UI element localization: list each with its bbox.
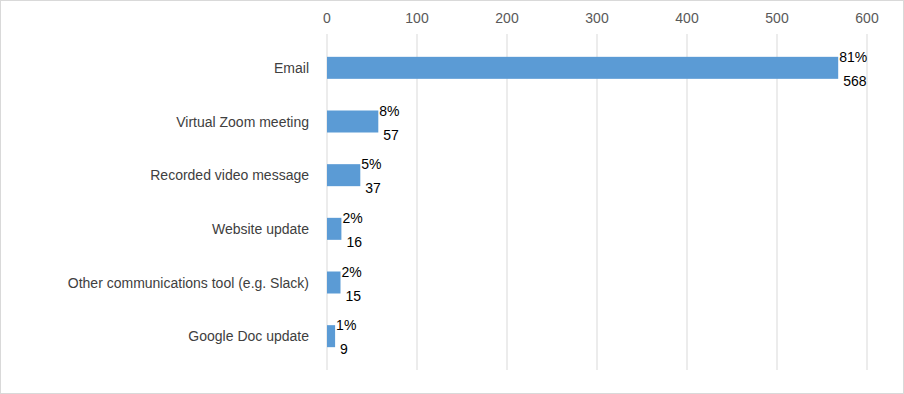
chart: 0 100 200 300 400 500 600 Email 81% 568 Virtual Zo… [0, 0, 904, 394]
tick-label: 400 [675, 10, 699, 26]
bar [327, 164, 360, 186]
data-label: 57 [383, 127, 399, 143]
percent-label: 5% [361, 156, 381, 172]
bar [327, 57, 838, 79]
percent-label: 2% [342, 210, 362, 226]
category-label: Recorded video message [150, 167, 309, 183]
category-label: Website update [212, 221, 309, 237]
percent-label: 1% [336, 317, 356, 333]
tick-label: 300 [585, 10, 609, 26]
tick-label: 600 [855, 10, 879, 26]
category-label: Email [274, 60, 309, 76]
percent-label: 81% [839, 49, 867, 65]
bars [327, 57, 838, 347]
grid-line [507, 34, 508, 370]
grid-line [597, 34, 598, 370]
category-label: Google Doc update [188, 328, 309, 344]
tick-label: 100 [405, 10, 429, 26]
tick-label: 500 [765, 10, 789, 26]
grid-line [327, 34, 328, 370]
percent-label: 2% [342, 264, 362, 280]
frame [1, 1, 904, 394]
bar [327, 218, 341, 240]
percent-label: 8% [379, 103, 399, 119]
grid-line [417, 34, 418, 370]
data-label: 37 [365, 180, 381, 196]
data-label: 568 [843, 73, 867, 89]
data-label: 9 [340, 341, 348, 357]
bar [327, 272, 341, 294]
grid-line [687, 34, 688, 370]
tick-label: 200 [495, 10, 519, 26]
category-label: Virtual Zoom meeting [176, 114, 309, 130]
bar [327, 111, 378, 133]
grid-line [867, 34, 868, 370]
tick-label: 0 [323, 10, 331, 26]
category-label: Other communications tool (e.g. Slack) [68, 275, 309, 291]
data-label: 15 [346, 288, 362, 304]
bar [327, 325, 335, 347]
data-label: 16 [346, 234, 362, 250]
grid-line [777, 34, 778, 370]
